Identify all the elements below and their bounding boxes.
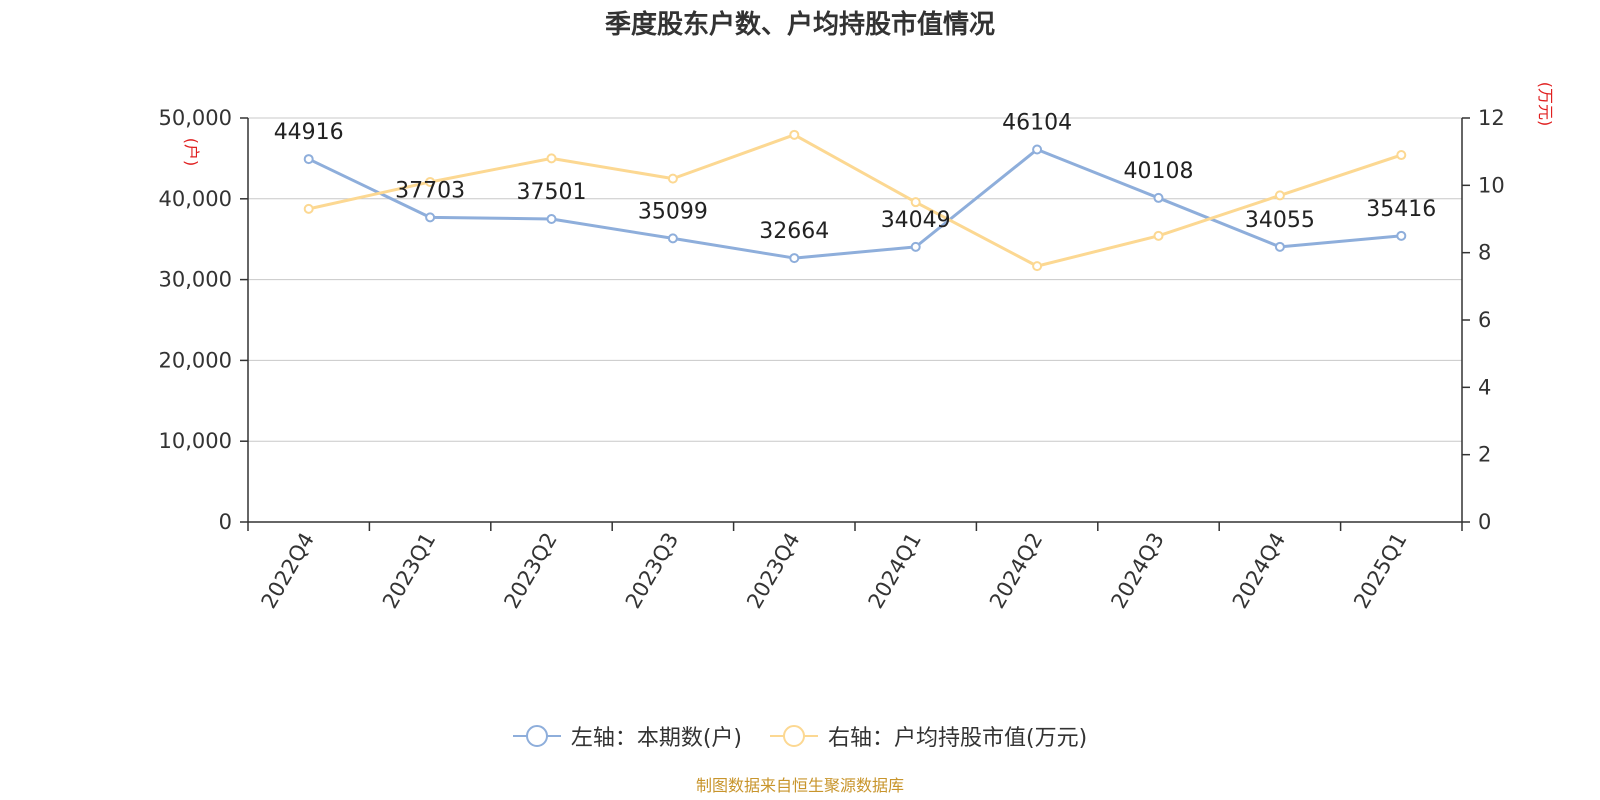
y-right-tick-label: 0 (1478, 510, 1491, 534)
data-point-holders (1274, 241, 1285, 252)
data-label: 34049 (881, 208, 951, 233)
data-point-holders (1153, 192, 1164, 203)
data-point-holders (910, 241, 921, 252)
y-left-tick-label: 50,000 (159, 106, 232, 130)
y-left-tick-label: 10,000 (159, 429, 232, 453)
data-point-avg-value (303, 203, 314, 214)
data-label: 32664 (759, 219, 829, 244)
x-tick-label: 2024Q3 (1106, 529, 1168, 613)
data-point-avg-value (1153, 230, 1164, 241)
data-point-holders (667, 233, 678, 244)
chart-title: 季度股东户数、户均持股市值情况 (604, 10, 995, 40)
y-right-tick-label: 12 (1478, 106, 1505, 130)
data-label: 34055 (1245, 208, 1315, 233)
y-left-tick-label: 40,000 (159, 187, 232, 211)
legend-item-left[interactable]: 左轴：本期数(户) (512, 720, 742, 752)
data-point-avg-value (425, 176, 436, 187)
data-label: 40108 (1124, 159, 1194, 184)
data-point-holders (1396, 230, 1407, 241)
data-point-holders (1032, 144, 1043, 155)
y-left-tick-label: 0 (219, 510, 232, 534)
data-point-holders (789, 253, 800, 264)
x-tick-label: 2024Q1 (864, 529, 926, 613)
data-point-avg-value (546, 153, 557, 164)
data-point-avg-value (667, 173, 678, 184)
y-left-unit-label: (户) (182, 138, 201, 167)
data-label: 37501 (517, 180, 587, 205)
y-right-tick-label: 6 (1478, 308, 1491, 332)
legend: 左轴：本期数(户) 右轴：户均持股市值(万元) (0, 720, 1600, 752)
data-point-holders (425, 212, 436, 223)
data-label: 37703 (395, 178, 465, 203)
x-tick-label: 2025Q1 (1349, 529, 1411, 613)
y-left-tick-label: 30,000 (159, 268, 232, 292)
x-tick-label: 2023Q4 (742, 529, 804, 613)
source-note: 制图数据来自恒生聚源数据库 (695, 776, 904, 795)
y-right-tick-label: 2 (1478, 443, 1491, 467)
series-line-avg-value (308, 133, 1402, 268)
data-label: 35099 (638, 199, 708, 224)
y-left-tick-label: 20,000 (159, 348, 232, 372)
x-tick-label: 2023Q3 (621, 529, 683, 613)
y-right-tick-label: 8 (1478, 241, 1491, 265)
data-label: 46104 (1002, 110, 1072, 135)
series-line-holders (308, 147, 1402, 260)
x-tick-label: 2024Q2 (985, 529, 1047, 613)
legend-swatch-right-icon (770, 725, 818, 747)
legend-label-left: 左轴：本期数(户) (570, 726, 742, 751)
data-point-avg-value (1396, 150, 1407, 161)
legend-label-right: 右轴：户均持股市值(万元) (828, 726, 1088, 751)
x-tick-label: 2024Q4 (1228, 529, 1290, 613)
data-label: 35416 (1366, 197, 1436, 222)
y-right-tick-label: 4 (1478, 375, 1491, 399)
data-point-avg-value (789, 129, 800, 140)
x-tick-label: 2023Q1 (378, 529, 440, 613)
x-tick-label: 2023Q2 (499, 529, 561, 613)
data-point-avg-value (1032, 261, 1043, 272)
data-point-avg-value (1274, 190, 1285, 201)
x-tick-label: 2022Q4 (257, 529, 319, 613)
data-point-holders (546, 213, 557, 224)
y-right-tick-label: 10 (1478, 173, 1505, 197)
legend-swatch-left-icon (512, 725, 561, 747)
data-point-avg-value (910, 197, 921, 208)
legend-item-right[interactable]: 右轴：户均持股市值(万元) (770, 720, 1087, 752)
data-label: 44916 (274, 120, 344, 145)
data-point-holders (303, 154, 314, 165)
y-right-unit-label: (万元) (1536, 82, 1555, 127)
